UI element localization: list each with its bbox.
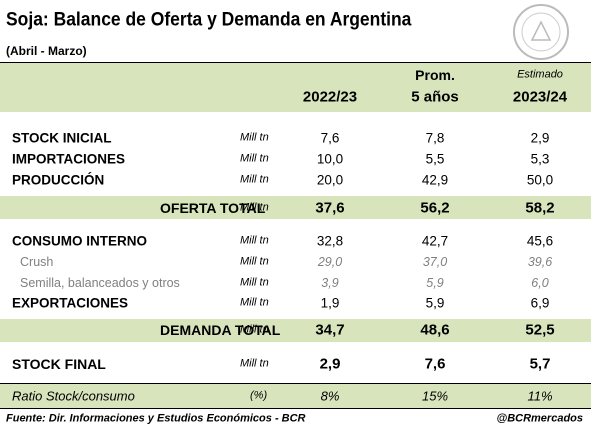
cell-value: 48,6 [420, 321, 450, 339]
cell-value: 6,0 [531, 275, 549, 290]
row-label: DEMANDA TOTAL [160, 322, 281, 338]
row-unit: Mill tn [240, 234, 269, 247]
cell-value: 7,6 [424, 355, 446, 373]
cell-value: 39,6 [527, 254, 553, 269]
emblem [513, 4, 569, 60]
row-label: Ratio Stock/consumo [12, 388, 135, 404]
cell-value: 8% [320, 388, 340, 404]
row-label: EXPORTACIONES [12, 295, 129, 311]
row-label: CONSUMO INTERNO [12, 233, 147, 249]
cell-value: 20,0 [316, 172, 344, 188]
column-label: 2023/24 [512, 88, 568, 106]
row-label: Crush [20, 254, 54, 269]
row-unit: Mill tn [240, 173, 269, 186]
cell-value: 15% [421, 388, 449, 404]
total-band [0, 384, 591, 408]
cell-value: 5,5 [425, 151, 445, 167]
ratio-rule [0, 383, 591, 384]
cell-value: 3,9 [321, 275, 339, 290]
cell-value: 45,6 [526, 233, 554, 249]
title: Soja: Balance de Oferta y Demanda en Arg… [6, 9, 412, 31]
cell-value: 5,3 [530, 151, 550, 167]
source: Fuente: Dir. Informaciones y Estudios Ec… [6, 412, 306, 425]
cell-value: 29,0 [317, 254, 343, 269]
row-unit: Mill tn [240, 201, 269, 214]
row-label: OFERTA TOTAL [160, 200, 266, 216]
cell-value: 1,9 [320, 295, 340, 311]
cell-value: 7,6 [320, 130, 340, 146]
row-unit: (%) [250, 389, 268, 402]
subtitle: (Abril - Marzo) [6, 44, 87, 58]
cell-value: 7,8 [425, 130, 445, 146]
cell-value: 2,9 [319, 355, 341, 373]
cell-value: 52,5 [525, 321, 555, 339]
footer-rule [0, 408, 591, 409]
total-band [0, 319, 591, 342]
row-unit: Mill tn [240, 255, 269, 268]
column-top: Prom. [415, 67, 455, 83]
cell-value: 42,9 [421, 172, 449, 188]
cell-value: 6,9 [530, 295, 550, 311]
column-label: 2022/23 [302, 88, 358, 106]
cell-value: 34,7 [315, 321, 345, 339]
cell-value: 5,9 [425, 295, 445, 311]
cell-value: 5,9 [426, 275, 444, 290]
row-label: STOCK FINAL [12, 356, 106, 372]
row-unit: Mill tn [240, 131, 269, 144]
row-label: Semilla, balanceados y otros [20, 275, 180, 290]
row-unit: Mill tn [240, 357, 269, 370]
total-band [0, 196, 591, 219]
cell-value: 10,0 [316, 151, 344, 167]
cell-value: 32,8 [316, 233, 344, 249]
row-unit: Mill tn [240, 323, 269, 336]
row-unit: Mill tn [240, 276, 269, 289]
column-label: 5 años [411, 88, 459, 106]
cell-value: 37,0 [422, 254, 448, 269]
handle: @BCRmercados [496, 412, 583, 425]
cell-value: 42,7 [421, 233, 449, 249]
column-top: Estimado [517, 68, 563, 81]
header-rule [0, 62, 591, 63]
cell-value: 2,9 [530, 130, 550, 146]
cell-value: 58,2 [525, 199, 555, 217]
header-band [0, 62, 591, 112]
row-label: IMPORTACIONES [12, 151, 126, 167]
cell-value: 11% [527, 388, 553, 404]
cell-value: 37,6 [315, 199, 345, 217]
row-label: STOCK INICIAL [12, 130, 112, 146]
cell-value: 50,0 [526, 172, 554, 188]
cell-value: 5,7 [529, 355, 551, 373]
row-unit: Mill tn [240, 296, 269, 309]
cell-value: 56,2 [420, 199, 450, 217]
row-unit: Mill tn [240, 152, 269, 165]
row-label: PRODUCCIÓN [12, 172, 105, 188]
